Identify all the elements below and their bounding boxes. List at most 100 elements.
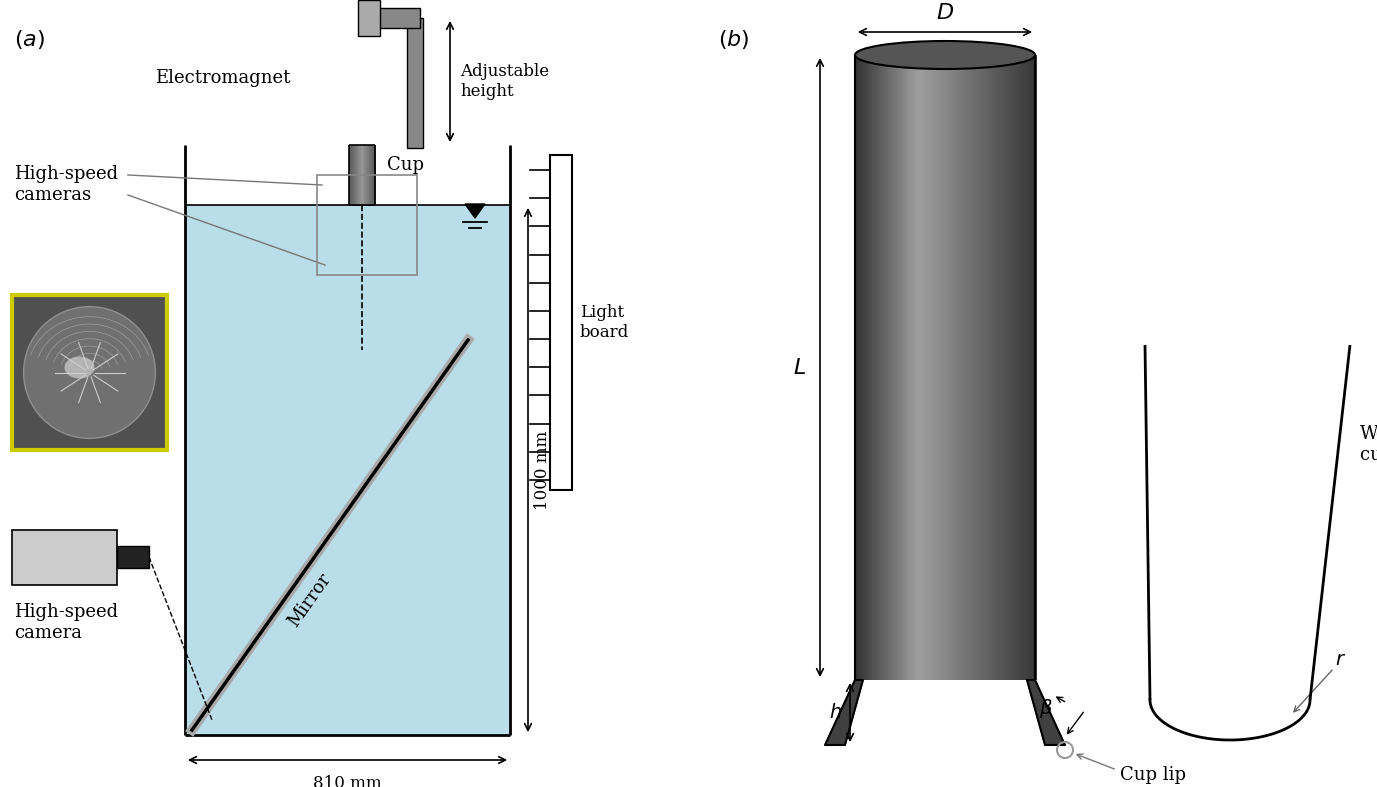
Bar [946,55,949,680]
Polygon shape [825,680,863,745]
Bar [923,55,924,680]
Bar [903,55,906,680]
Bar [1015,55,1018,680]
Bar [990,55,991,680]
Bar [358,0,380,36]
Bar [874,55,876,680]
Bar [856,55,858,680]
Bar [883,55,885,680]
Bar [978,55,980,680]
Bar [1012,55,1013,680]
Bar [866,55,868,680]
Bar [949,55,952,680]
Bar [905,55,906,680]
Bar [909,55,912,680]
Bar [993,55,996,680]
Bar [985,55,986,680]
Bar [931,55,932,680]
Bar [117,546,149,568]
Bar [1018,55,1020,680]
Bar [881,55,883,680]
Bar [1004,55,1007,680]
Bar [921,55,923,680]
Bar [880,55,881,680]
Bar [903,55,905,680]
Bar [870,55,872,680]
Bar [859,55,861,680]
Text: Adjustable
height: Adjustable height [460,63,549,100]
Bar [961,55,963,680]
Bar [989,55,991,680]
Bar [961,55,964,680]
Bar [958,55,960,680]
Bar [979,55,980,680]
Text: Cup: Cup [387,156,424,174]
Text: Electromagnet: Electromagnet [156,69,291,87]
Bar [1034,55,1036,680]
Bar [990,55,993,680]
Bar [862,55,865,680]
Bar [1002,55,1004,680]
Bar [949,55,950,680]
Bar [890,55,891,680]
Bar [891,55,894,680]
Bar [960,55,961,680]
Bar [868,55,869,680]
Bar [872,55,873,680]
Text: $h$: $h$ [829,703,841,722]
Ellipse shape [23,307,156,438]
Bar [1023,55,1024,680]
Bar [998,55,1001,680]
Bar [863,55,866,680]
Bar [982,55,983,680]
Bar [1008,55,1009,680]
Bar [932,55,935,680]
Bar [901,55,902,680]
Bar [996,55,997,680]
Bar [873,55,874,680]
Bar [923,55,925,680]
Bar [1027,55,1029,680]
Bar [1030,55,1031,680]
Bar [914,55,917,680]
Bar [996,55,998,680]
Ellipse shape [855,41,1036,69]
Bar [1009,55,1011,680]
Bar [885,55,888,680]
Bar [916,55,917,680]
Bar [317,175,417,275]
Bar [1000,55,1001,680]
Bar [967,55,969,680]
Text: High-speed
camera: High-speed camera [14,603,118,642]
Text: 1000 mm: 1000 mm [534,430,551,510]
Bar [879,55,880,680]
Text: $D$: $D$ [936,2,954,24]
Bar [975,55,976,680]
Bar [925,55,928,680]
Text: Mirror: Mirror [285,570,335,630]
Bar [902,55,903,680]
Bar [932,55,934,680]
Bar [1036,55,1037,680]
Bar [909,55,910,680]
Bar [869,55,870,680]
Bar [998,55,1000,680]
Text: Light
board: Light board [580,305,629,341]
Bar [939,55,940,680]
Bar [186,205,509,734]
Bar [928,55,931,680]
Bar [940,55,942,680]
Bar [1033,55,1036,680]
Bar [1016,55,1019,680]
Bar [912,55,914,680]
Bar [885,55,887,680]
Bar [950,55,952,680]
Bar [910,55,912,680]
Bar [549,155,571,490]
Bar [918,55,920,680]
Bar [929,55,931,680]
Bar [872,55,874,680]
Bar [987,55,989,680]
Bar [1001,55,1002,680]
Bar [855,55,856,680]
